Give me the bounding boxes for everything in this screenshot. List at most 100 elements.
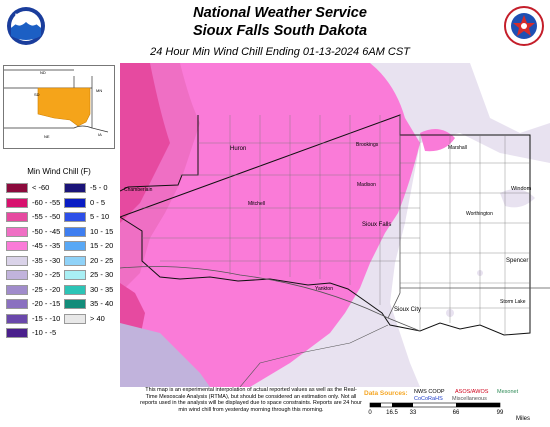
city-label-chamberlain: Chamberlain (124, 187, 153, 193)
legend-label: 35 - 40 (90, 299, 114, 308)
inset-label-sd: SD (34, 92, 40, 97)
legend-swatch (64, 212, 86, 223)
city-label-worthington: Worthington (466, 211, 493, 217)
legend-label: -10 - -5 (32, 328, 57, 337)
data-sources-label: Data Sources: (364, 390, 408, 397)
legend-item: -10 - -5 (6, 327, 56, 339)
legend-swatch (64, 299, 86, 310)
legend-label: -55 - -50 (32, 212, 61, 221)
legend-swatch (6, 328, 28, 339)
legend-label: -50 - -45 (32, 226, 61, 236)
city-label-sioux-city: Sioux City (394, 307, 422, 313)
legend-swatch (64, 270, 86, 281)
legend-swatch (6, 226, 28, 237)
legend-swatch (6, 299, 28, 310)
scale-tick-16-5: 16.5 (386, 410, 398, 416)
legend-label: 0 - 5 (90, 197, 106, 207)
legend-swatch (6, 197, 28, 208)
city-label-windom: Windom (511, 186, 532, 192)
inset-label-nd: ND (40, 70, 46, 75)
legend-label: 20 - 25 (90, 255, 114, 265)
legend-item: -35 - -30 (6, 255, 60, 267)
legend-label: -60 - -55 (32, 197, 61, 207)
scale-unit: Miles (516, 416, 530, 422)
legend-item: -30 - -25 (6, 269, 60, 281)
city-label-marshall: Marshall (448, 145, 467, 151)
scale-tick-0: 0 (368, 410, 372, 416)
nws-seal-icon (504, 6, 544, 46)
locator-map: ND SD MN NE IA (3, 65, 115, 149)
legend-item: 30 - 35 (64, 284, 113, 296)
source-nws-coop: NWS COOP (414, 389, 445, 395)
city-label-yankton: Yankton (315, 286, 333, 292)
source-mesonet: Mesonet (497, 389, 519, 395)
legend-item: > 40 (64, 313, 105, 325)
legend-label: 25 - 30 (90, 270, 114, 279)
city-label-brookings: Brookings (356, 142, 379, 148)
legend-item: 15 - 20 (64, 240, 113, 252)
legend-swatch (64, 197, 86, 208)
legend-item: 20 - 25 (64, 255, 113, 267)
legend-label: -30 - -25 (32, 270, 61, 279)
city-label-mitchell: Mitchell (248, 201, 265, 207)
legend-label: -45 - -35 (32, 241, 61, 250)
legend-swatch (64, 226, 86, 237)
legend-title: Min Wind Chill (F) (27, 167, 91, 176)
legend-label: 10 - 15 (90, 226, 114, 236)
legend-swatch (64, 284, 86, 295)
city-label-huron: Huron (230, 146, 247, 152)
legend-item: 0 - 5 (64, 197, 105, 209)
legend-item: -45 - -35 (6, 240, 60, 252)
legend-item: 25 - 30 (64, 269, 113, 281)
legend: < -60 -60 - -55 -55 - -50 -50 - -45 -45 - -3… (4, 182, 118, 342)
noaa-logo-text: NOAA (15, 14, 33, 20)
legend-label: -5 - 0 (90, 183, 108, 192)
legend-item: -15 - -10 (6, 313, 60, 325)
map-title: National Weather Service (193, 5, 367, 21)
legend-swatch (6, 183, 28, 194)
legend-swatch (64, 241, 86, 252)
legend-swatch (6, 284, 28, 295)
legend-item: 10 - 15 (64, 226, 113, 238)
city-label-madison: Madison (357, 182, 376, 188)
scale-bar: 0 16.5 33 66 99 Miles (366, 400, 542, 422)
disclaimer: This map is an experimental interpolatio… (140, 387, 362, 413)
legend-label: -25 - -20 (32, 284, 61, 294)
scale-tick-33: 33 (410, 410, 417, 416)
source-miscellaneous: Miscellaneous (452, 396, 487, 402)
legend-swatch (6, 313, 28, 324)
inset-label-mn: MN (96, 88, 102, 93)
legend-label: -15 - -10 (32, 313, 61, 323)
legend-item: -5 - 0 (64, 182, 108, 194)
inset-label-ia: IA (98, 132, 102, 137)
scale-tick-66: 66 (453, 410, 460, 416)
legend-label: < -60 (32, 183, 50, 192)
inset-label-ne: NE (44, 134, 50, 139)
legend-item: -55 - -50 (6, 211, 60, 223)
scale-tick-99: 99 (497, 410, 504, 416)
legend-swatch (6, 255, 28, 266)
city-label-spencer: Spencer (506, 258, 529, 264)
legend-label: 15 - 20 (90, 241, 114, 250)
legend-label: -35 - -30 (32, 255, 61, 265)
source-cocorahs: CoCoRaHS (414, 396, 443, 402)
legend-item: 35 - 40 (64, 298, 113, 310)
legend-label: -20 - -15 (32, 299, 61, 308)
legend-item: -20 - -15 (6, 298, 60, 310)
legend-item: 5 - 10 (64, 211, 109, 223)
noaa-logo-icon (6, 6, 46, 46)
source-asos-awos: ASOS/AWOS (455, 389, 489, 395)
legend-item: -25 - -20 (6, 284, 60, 296)
legend-swatch (6, 270, 28, 281)
legend-swatch (6, 241, 28, 252)
legend-swatch (6, 212, 28, 223)
legend-item: -60 - -55 (6, 197, 60, 209)
legend-swatch (64, 313, 86, 324)
legend-swatch (64, 255, 86, 266)
office-title: Sioux Falls South Dakota (192, 23, 368, 39)
legend-label: 5 - 10 (90, 212, 110, 221)
legend-item: < -60 (6, 182, 49, 194)
legend-label: 30 - 35 (90, 284, 114, 294)
city-label-storm-lake: Storm Lake (500, 299, 526, 305)
map-subtitle: 24 Hour Min Wind Chill Ending 01-13-2024… (150, 46, 410, 58)
